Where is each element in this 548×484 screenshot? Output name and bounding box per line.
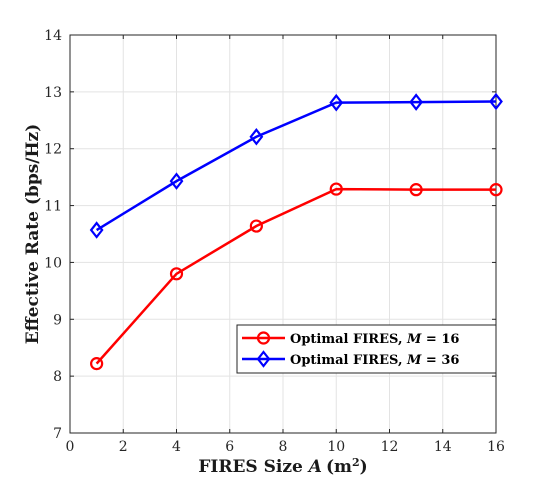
y-tick-label: 14: [44, 28, 62, 44]
legend-label: Optimal FIRES, M = 36: [290, 353, 459, 368]
x-tick-label: 14: [434, 439, 452, 455]
data-point: [249, 219, 263, 233]
x-tick-label: 16: [487, 439, 505, 455]
series-2: [89, 92, 503, 239]
data-point: [169, 172, 184, 190]
x-tick-label: 0: [66, 439, 75, 455]
legend: Optimal FIRES, M = 16 Optimal FIRES, M = …: [236, 324, 497, 374]
y-axis-ticks: 7 8 9 10 11 12 13 14: [44, 28, 496, 442]
y-tick-label: 7: [53, 426, 62, 442]
x-tick-label: 4: [172, 439, 181, 455]
y-tick-label: 8: [53, 369, 62, 385]
x-tick-label: 2: [119, 439, 128, 455]
series-1: [90, 182, 503, 371]
data-point: [409, 93, 424, 111]
data-point: [169, 267, 184, 281]
data-point: [329, 93, 344, 112]
y-axis-label: Effective Rate (bps/Hz): [23, 124, 43, 344]
legend-label: Optimal FIRES, M = 16: [290, 332, 459, 347]
series-line: [95, 187, 496, 365]
data-point: [489, 92, 503, 111]
y-tick-label: 9: [53, 312, 62, 328]
data-point: [489, 183, 503, 197]
legend-entry: Optimal FIRES, M = 16: [242, 331, 459, 347]
y-tick-label: 13: [44, 85, 62, 101]
x-axis-label: FIRES Size A (m2): [198, 456, 367, 478]
data-point: [256, 350, 271, 368]
y-tick-label: 10: [44, 255, 62, 271]
legend-entry: Optimal FIRES, M = 36: [242, 350, 459, 368]
x-axis-ticks: 0 2 4 6 8 10 12 14 16: [66, 35, 505, 455]
series-layer: [89, 92, 503, 371]
legend-box: [236, 324, 497, 374]
y-tick-label: 12: [44, 142, 62, 158]
data-point: [256, 331, 271, 345]
data-point: [329, 182, 343, 196]
data-point: [90, 357, 104, 371]
data-point: [409, 183, 423, 197]
data-point: [89, 221, 104, 239]
x-tick-label: 12: [381, 439, 399, 455]
x-tick-label: 10: [327, 439, 345, 455]
series-line: [95, 100, 497, 232]
x-tick-label: 8: [279, 439, 288, 455]
y-tick-label: 11: [44, 199, 62, 215]
data-point: [249, 127, 264, 146]
x-tick-label: 6: [225, 439, 234, 455]
